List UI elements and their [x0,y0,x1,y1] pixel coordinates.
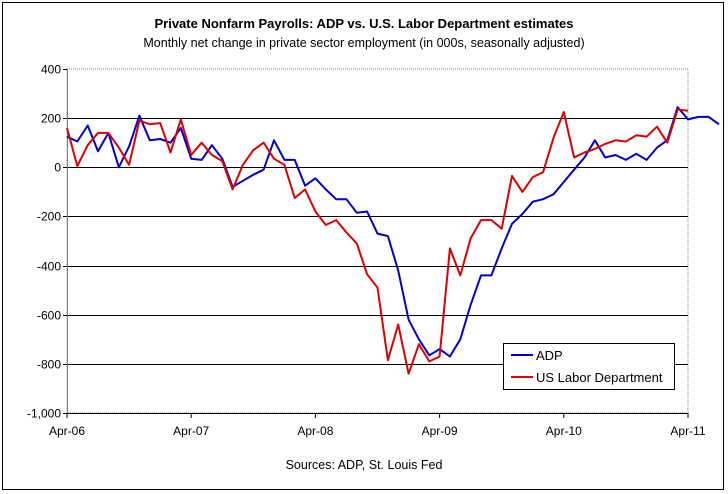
x-tick-label: Apr-07 [173,424,209,438]
legend-label: ADP [536,348,563,363]
y-tick-label: -200 [37,210,61,224]
series-line-us-labor-department [66,108,689,375]
x-tick-label: Apr-11 [670,424,705,438]
y-tick-label: 0 [54,161,61,175]
chart-title: Private Nonfarm Payrolls: ADP vs. U.S. L… [154,16,574,31]
y-tick-label: 400 [41,63,61,77]
x-tick-label: Apr-09 [422,424,458,438]
y-tick-label: -600 [37,309,61,323]
x-tick-label: Apr-08 [297,424,333,438]
legend-box [503,343,675,390]
y-tick-label: 200 [41,112,61,126]
y-tick-label: -800 [37,358,61,372]
chart-subtitle: Monthly net change in private sector emp… [143,36,585,50]
x-tick-label: Apr-06 [49,424,85,438]
x-tick-label: Apr-10 [546,424,582,438]
legend-label: US Labor Department [536,370,663,385]
y-tick-label: -400 [37,260,61,274]
chart-source: Sources: ADP, St. Louis Fed [285,458,443,472]
y-tick-label: -1,000 [27,407,61,421]
